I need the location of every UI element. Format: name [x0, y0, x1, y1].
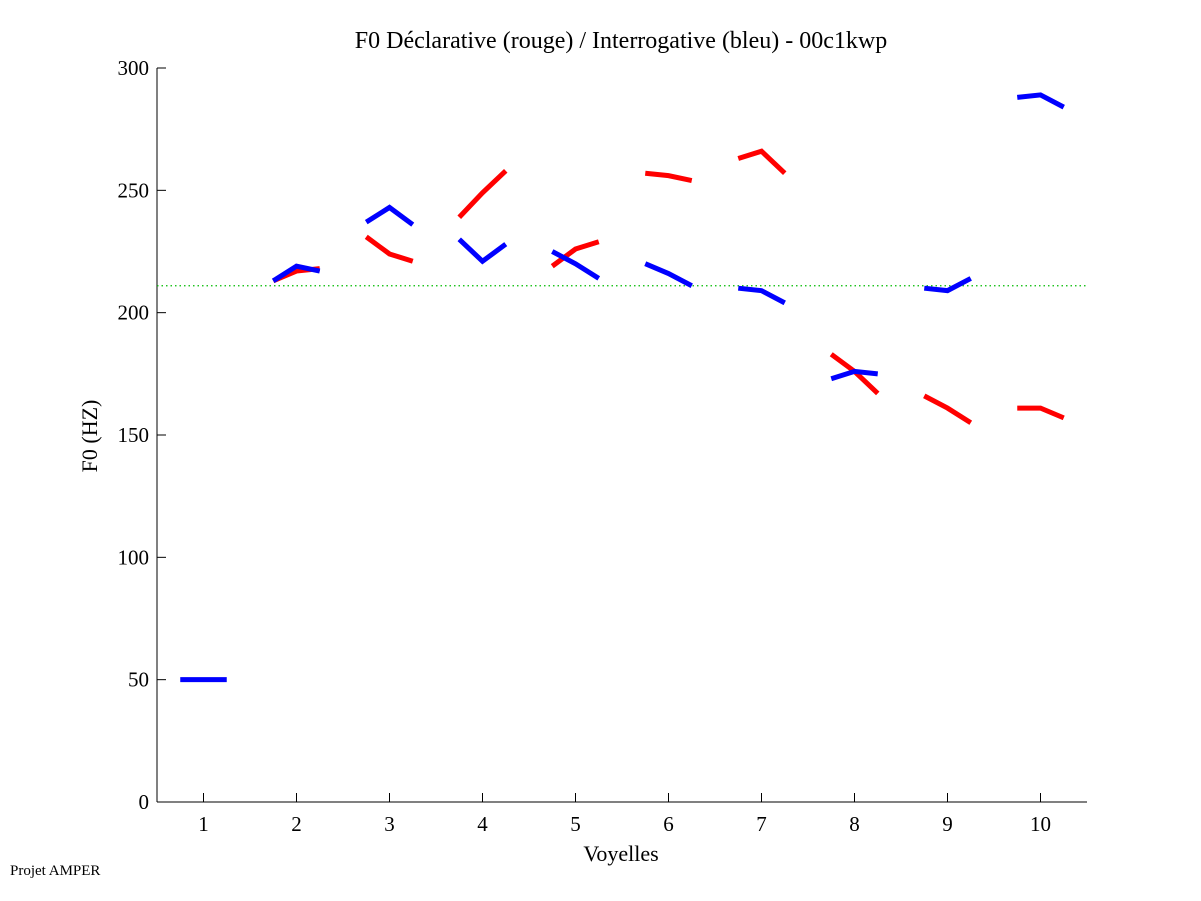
red-segment-vowel-10 [1017, 405, 1065, 421]
x-tick-label: 7 [756, 812, 767, 836]
blue-segment-vowel-2 [271, 263, 321, 283]
blue-segment-vowel-5 [551, 249, 601, 281]
x-tick-label: 3 [384, 812, 395, 836]
chart-title: F0 Déclarative (rouge) / Interrogative (… [355, 28, 887, 54]
blue-segment-vowel-4 [457, 237, 508, 265]
y-tick-label: 200 [118, 301, 150, 325]
red-series [272, 148, 1065, 425]
x-tick-label: 4 [477, 812, 488, 836]
blue-segment-vowel-9 [923, 276, 972, 294]
blue-segment-vowel-8 [830, 368, 879, 382]
blue-segment-vowel-7 [737, 285, 786, 306]
y-tick-label: 100 [118, 545, 150, 569]
y-tick-label: 250 [118, 178, 150, 202]
x-tick-label: 9 [942, 812, 953, 836]
red-segment-vowel-4 [457, 168, 508, 219]
axes: 0 50 100 150 200 250 300 1 2 3 4 5 6 7 8 9 10 [118, 56, 1087, 836]
blue-segment-vowel-6 [644, 261, 693, 288]
blue-series [180, 92, 1065, 683]
x-tick-label: 6 [663, 812, 674, 836]
y-axis-label: F0 (HZ) [77, 400, 102, 473]
data-series [180, 92, 1065, 683]
x-tick-label: 10 [1030, 812, 1051, 836]
footer-credit: Projet AMPER [10, 863, 101, 879]
y-tick-label: 50 [128, 668, 149, 692]
red-segment-vowel-5 [550, 239, 600, 269]
red-segment-vowel-6 [644, 170, 693, 183]
y-tick-label: 0 [139, 790, 150, 814]
x-tick-label: 1 [198, 812, 209, 836]
y-tick-label: 300 [118, 56, 150, 80]
x-tick-label: 2 [291, 812, 302, 836]
red-segment-vowel-7 [737, 148, 787, 176]
blue-segment-vowel-3 [364, 204, 415, 227]
blue-segment-vowel-10 [1016, 92, 1065, 110]
x-axis-label: Voyelles [583, 841, 658, 866]
red-segment-vowel-9 [923, 393, 973, 425]
red-segment-vowel-3 [364, 234, 414, 264]
y-tick-label: 150 [118, 423, 150, 447]
x-tick-label: 8 [849, 812, 860, 836]
x-tick-label: 5 [570, 812, 581, 836]
